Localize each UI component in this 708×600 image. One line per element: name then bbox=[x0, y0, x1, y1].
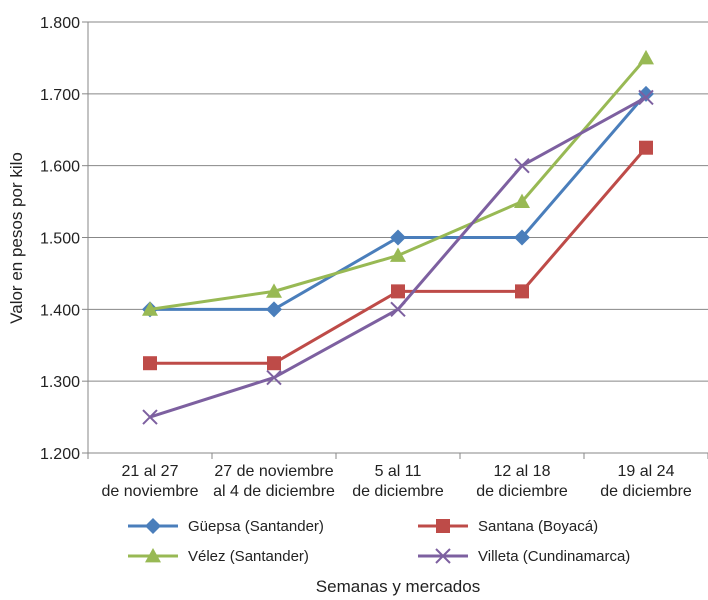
data-point bbox=[515, 284, 529, 299]
data-point bbox=[266, 369, 282, 386]
legend-marker bbox=[436, 519, 450, 533]
data-point bbox=[390, 229, 406, 246]
data-point bbox=[639, 140, 653, 155]
legend-label: Vélez (Santander) bbox=[188, 548, 309, 565]
legend: Güepsa (Santander) Santana (Boyacá) Vélez … bbox=[128, 518, 630, 565]
x-tick-label: 27 de noviembre al 4 de diciembre bbox=[213, 463, 335, 500]
x-tick-label: 21 al 27 de noviembre bbox=[102, 463, 199, 500]
data-point bbox=[638, 49, 654, 65]
data-point bbox=[514, 157, 530, 174]
legend-label: Güepsa (Santander) bbox=[188, 518, 324, 535]
series-0 bbox=[142, 85, 654, 318]
data-point bbox=[143, 356, 157, 371]
data-point bbox=[390, 247, 406, 262]
x-tick-label: 19 al 24 de diciembre bbox=[600, 463, 692, 500]
y-tick-labels: 1.200 1.300 1.400 1.500 1.600 1.700 1.800 bbox=[40, 15, 80, 463]
x-axis-title: Semanas y mercados bbox=[316, 577, 480, 596]
series-line bbox=[150, 92, 648, 311]
x-tick-label: 12 al 18 de diciembre bbox=[476, 463, 568, 500]
data-point bbox=[391, 284, 405, 299]
data-point bbox=[390, 301, 406, 318]
data-point bbox=[266, 283, 282, 298]
series bbox=[142, 49, 654, 425]
legend-marker bbox=[145, 548, 161, 563]
y-tick-label: 1.400 bbox=[40, 302, 80, 319]
data-point bbox=[142, 301, 158, 316]
legend-item: Güepsa (Santander) bbox=[128, 518, 324, 535]
data-point bbox=[267, 356, 281, 371]
y-tick-label: 1.800 bbox=[40, 15, 80, 32]
axes bbox=[82, 21, 708, 459]
legend-label: Villeta (Cundinamarca) bbox=[478, 548, 630, 565]
data-point bbox=[266, 301, 282, 318]
y-tick-label: 1.500 bbox=[40, 231, 80, 248]
legend-marker bbox=[435, 548, 451, 564]
series-line bbox=[149, 56, 648, 311]
data-point bbox=[638, 85, 654, 102]
data-point bbox=[514, 229, 530, 246]
data-point bbox=[142, 409, 158, 425]
x-tick-labels: 21 al 27 de noviembre 27 de noviembre al 4 … bbox=[102, 463, 692, 500]
y-tick-label: 1.600 bbox=[40, 159, 80, 176]
x-tick-label: 5 al 11 de diciembre bbox=[352, 463, 444, 500]
legend-item: Vélez (Santander) bbox=[128, 548, 309, 565]
legend-item: Santana (Boyacá) bbox=[418, 518, 598, 535]
data-point bbox=[514, 193, 530, 208]
legend-item: Villeta (Cundinamarca) bbox=[418, 548, 630, 565]
y-tick-label: 1.300 bbox=[40, 374, 80, 391]
series-2 bbox=[142, 49, 654, 316]
series-1 bbox=[143, 140, 653, 371]
legend-label: Santana (Boyacá) bbox=[478, 518, 598, 535]
y-axis-title: Valor en pesos por kilo bbox=[7, 152, 26, 324]
data-point bbox=[638, 89, 654, 106]
series-3 bbox=[142, 89, 654, 425]
y-tick-label: 1.700 bbox=[40, 87, 80, 104]
y-tick-label: 1.200 bbox=[40, 446, 80, 463]
legend-marker bbox=[145, 518, 161, 534]
